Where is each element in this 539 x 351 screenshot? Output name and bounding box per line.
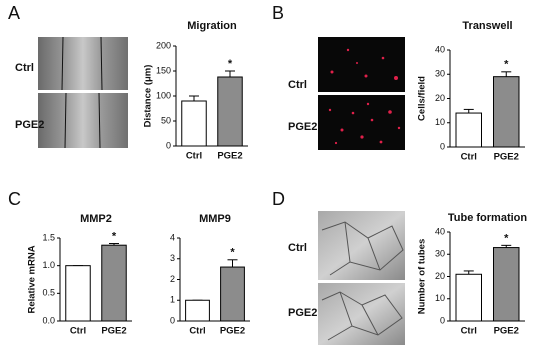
significance: * (228, 58, 233, 70)
y-axis-label: Relative mRNA (27, 245, 38, 313)
y-axis-label: Distance (μm) (143, 65, 154, 128)
y-tick-label: 100 (156, 90, 171, 100)
x-tick-label: PGE2 (101, 326, 126, 337)
y-tick-label: 40 (435, 44, 445, 54)
y-tick-label: 0 (440, 315, 445, 325)
y-tick-label: 4 (170, 232, 175, 242)
y-tick-label: 20 (435, 93, 445, 103)
bar (455, 112, 482, 148)
bar (493, 76, 520, 148)
y-tick-label: 200 (156, 40, 171, 50)
bar (101, 244, 127, 322)
y-tick-label: 40 (435, 226, 445, 236)
bar (65, 265, 91, 322)
x-tick-label: PGE2 (217, 151, 242, 162)
x-tick-label: Ctrl (70, 326, 86, 337)
x-tick-label: PGE2 (494, 326, 519, 337)
y-tick-label: 1.5 (42, 232, 55, 242)
chart-title: Migration (187, 20, 237, 32)
x-tick-label: Ctrl (189, 326, 205, 337)
y-tick-label: 10 (435, 117, 445, 127)
row-label: Ctrl (288, 79, 307, 91)
y-tick-label: 10 (435, 293, 445, 303)
bar (217, 76, 243, 147)
row-label: Ctrl (288, 242, 307, 254)
row-label: Ctrl (15, 62, 34, 74)
chart-title: Tube formation (448, 212, 528, 224)
panel-label: B (272, 3, 284, 23)
y-tick-label: 1 (170, 295, 175, 305)
y-axis-label: Number of tubes (417, 239, 428, 314)
y-tick-label: 0.0 (42, 315, 55, 325)
bar (185, 299, 210, 322)
micrograph-b (318, 37, 405, 150)
row-label: PGE2 (288, 307, 317, 319)
x-tick-label: PGE2 (220, 326, 245, 337)
significance: * (230, 247, 235, 259)
y-tick-label: 50 (161, 115, 171, 125)
x-tick-label: Ctrl (186, 151, 202, 162)
y-axis-label: Cells/field (417, 76, 428, 121)
chart-title: MMP2 (80, 213, 112, 225)
significance: * (112, 230, 117, 242)
y-tick-label: 30 (435, 69, 445, 79)
bar (455, 273, 482, 322)
panel-label: C (8, 189, 21, 209)
significance: * (504, 59, 509, 71)
significance: * (504, 232, 509, 244)
x-tick-label: Ctrl (461, 152, 477, 163)
y-tick-label: 3 (170, 253, 175, 263)
y-tick-label: 0 (170, 315, 175, 325)
y-tick-label: 0.5 (42, 288, 55, 298)
chart-title: Transwell (462, 20, 512, 32)
bar (220, 266, 245, 322)
y-tick-label: 0 (440, 141, 445, 151)
x-tick-label: PGE2 (494, 152, 519, 163)
bar (493, 247, 520, 322)
panel-label: D (272, 189, 285, 209)
y-tick-label: 20 (435, 271, 445, 281)
y-tick-label: 1.0 (42, 260, 55, 270)
bar (181, 100, 207, 147)
micrograph-a (38, 36, 128, 149)
row-label: PGE2 (15, 119, 44, 131)
y-tick-label: 30 (435, 249, 445, 259)
micrograph-d (318, 211, 405, 345)
y-tick-label: 150 (156, 65, 171, 75)
chart-title: MMP9 (199, 213, 231, 225)
y-tick-label: 0 (166, 140, 171, 150)
row-label: PGE2 (288, 121, 317, 133)
panel-label: A (8, 3, 20, 23)
y-tick-label: 2 (170, 274, 175, 284)
x-tick-label: Ctrl (461, 326, 477, 337)
